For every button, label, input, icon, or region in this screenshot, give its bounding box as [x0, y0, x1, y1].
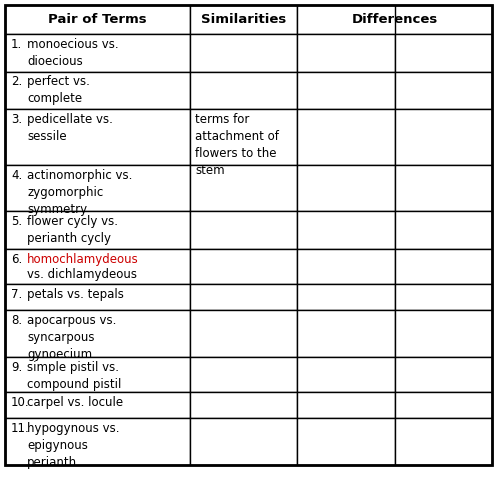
Text: carpel vs. locule: carpel vs. locule [27, 396, 123, 409]
Bar [190, 357, 297, 392]
Text: hypogynous vs.
epigynous
perianth: hypogynous vs. epigynous perianth [27, 422, 120, 469]
Bar [297, 165, 395, 211]
Bar [190, 5, 297, 34]
Bar [5, 392, 190, 418]
Text: 10.: 10. [11, 396, 29, 409]
Text: 5.: 5. [11, 215, 22, 228]
Text: 11.: 11. [11, 422, 30, 435]
Bar [5, 418, 190, 465]
Bar [190, 110, 297, 165]
Bar [297, 110, 395, 165]
Bar [190, 310, 297, 357]
Bar [297, 34, 395, 72]
Text: 6.: 6. [11, 253, 22, 266]
Bar [190, 34, 297, 72]
Bar [190, 284, 297, 310]
Bar [395, 72, 492, 110]
Bar [5, 5, 190, 34]
Bar [190, 249, 297, 284]
Bar [297, 418, 395, 465]
Bar [190, 72, 297, 110]
Bar [297, 284, 395, 310]
Bar [395, 165, 492, 211]
Bar [5, 165, 190, 211]
Text: vs. dichlamydeous: vs. dichlamydeous [27, 268, 137, 281]
Bar [190, 211, 297, 249]
Text: 8.: 8. [11, 314, 22, 327]
Text: actinomorphic vs.
zygomorphic
symmetry: actinomorphic vs. zygomorphic symmetry [27, 169, 133, 216]
Text: monoecious vs.
dioecious: monoecious vs. dioecious [27, 37, 119, 68]
Text: Pair of Terms: Pair of Terms [48, 13, 147, 26]
Text: terms for
attachment of
flowers to the
stem: terms for attachment of flowers to the s… [195, 113, 279, 177]
Text: 2.: 2. [11, 75, 22, 89]
Bar [297, 72, 395, 110]
Bar [395, 249, 492, 284]
Text: homochlamydeous: homochlamydeous [27, 253, 139, 266]
Text: 1.: 1. [11, 37, 22, 51]
Bar [297, 357, 395, 392]
Bar [190, 418, 297, 465]
Text: Differences: Differences [351, 13, 438, 26]
Bar [297, 249, 395, 284]
Bar [395, 310, 492, 357]
Bar [395, 418, 492, 465]
Text: perfect vs.
complete: perfect vs. complete [27, 75, 90, 105]
Text: apocarpous vs.
syncarpous
gynoecium: apocarpous vs. syncarpous gynoecium [27, 314, 117, 361]
Bar [5, 34, 190, 72]
Text: pedicellate vs.
sessile: pedicellate vs. sessile [27, 113, 113, 143]
Bar [395, 34, 492, 72]
Bar [395, 284, 492, 310]
Bar [297, 211, 395, 249]
Bar [297, 5, 492, 34]
Bar [5, 72, 190, 110]
Text: petals vs. tepals: petals vs. tepals [27, 288, 124, 301]
Bar [395, 110, 492, 165]
Bar [5, 357, 190, 392]
Text: 3.: 3. [11, 113, 22, 126]
Bar [395, 211, 492, 249]
Bar [5, 211, 190, 249]
Text: 9.: 9. [11, 361, 22, 374]
Bar [5, 249, 190, 284]
Bar [5, 110, 190, 165]
Bar [395, 357, 492, 392]
Bar [5, 310, 190, 357]
Bar [190, 165, 297, 211]
Text: flower cycly vs.
perianth cycly: flower cycly vs. perianth cycly [27, 215, 118, 245]
Text: 4.: 4. [11, 169, 22, 182]
Bar [395, 392, 492, 418]
Text: Similarities: Similarities [201, 13, 286, 26]
Bar [190, 392, 297, 418]
Text: 7.: 7. [11, 288, 22, 301]
Bar [297, 392, 395, 418]
Bar [297, 310, 395, 357]
Bar [5, 284, 190, 310]
Text: simple pistil vs.
compound pistil: simple pistil vs. compound pistil [27, 361, 122, 391]
